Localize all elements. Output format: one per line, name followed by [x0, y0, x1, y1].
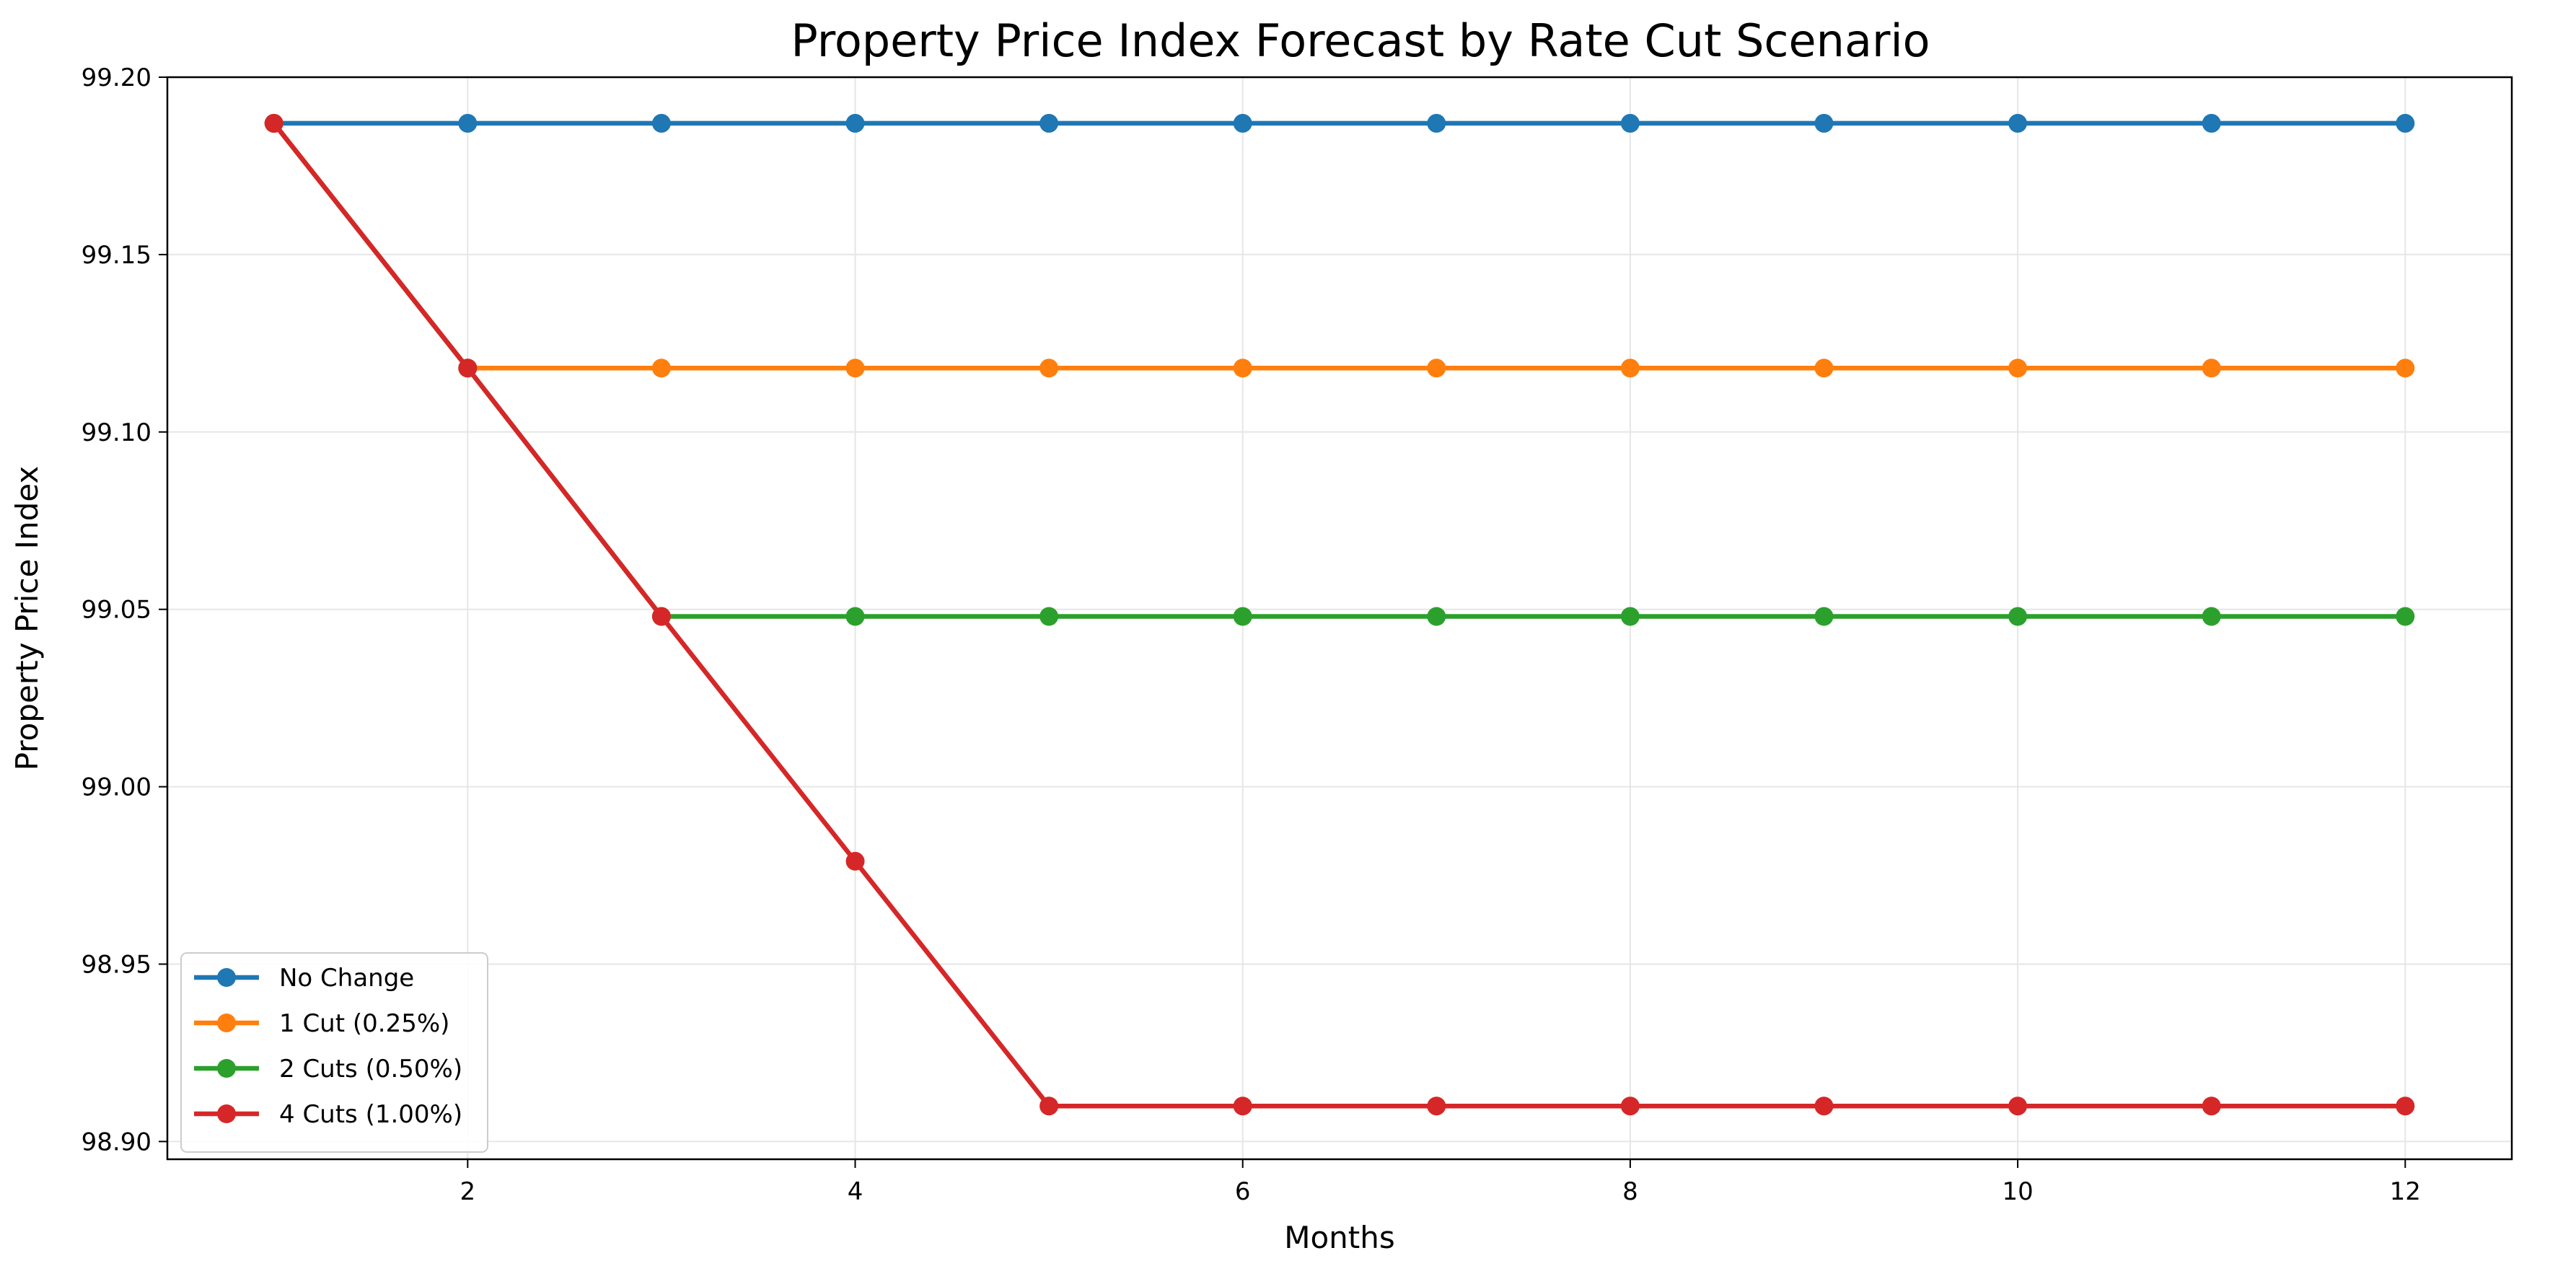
data-point: [845, 359, 865, 378]
data-point: [458, 113, 478, 133]
data-point: [2396, 607, 2415, 626]
data-point: [2396, 1096, 2415, 1116]
x-tick-label: 6: [1235, 1177, 1251, 1206]
data-point: [1427, 1096, 1446, 1116]
data-point: [2008, 359, 2028, 378]
legend-swatch-marker: [217, 1014, 236, 1032]
series-4: [264, 113, 2415, 1116]
data-point: [1039, 359, 1059, 378]
legend-swatch-marker: [217, 1059, 236, 1078]
legend-item: 1 Cut (0.25%): [194, 1009, 449, 1038]
data-point: [651, 113, 671, 133]
data-point: [1620, 1096, 1640, 1116]
series-2: [264, 113, 2415, 378]
data-point: [1233, 1096, 1252, 1116]
data-point: [651, 607, 671, 626]
legend-box: [180, 952, 488, 1153]
chart-title: Property Price Index Forecast by Rate Cu…: [791, 14, 1930, 67]
data-point: [651, 359, 671, 378]
axis-ticks: 2 4 6 8 10 12 98.90 98.95 99.00 99.05 99.10 99.15 99…: [82, 63, 2421, 1206]
y-tick-label: 99.10: [82, 418, 151, 447]
data-point: [1039, 607, 1059, 626]
y-tick-label: 99.00: [82, 773, 151, 802]
data-point: [845, 851, 865, 871]
data-point: [1233, 359, 1252, 378]
plot-area-frame: [166, 76, 2513, 1161]
legend-label: 1 Cut (0.25%): [279, 1009, 449, 1038]
data-point: [2202, 359, 2221, 378]
series-1: [264, 113, 2415, 133]
data-point: [1039, 1096, 1059, 1116]
data-point: [845, 607, 865, 626]
data-point: [2396, 113, 2415, 133]
legend: No Change 1 Cut (0.25%) 2 Cuts (0.50%) 4 Cu…: [180, 952, 488, 1153]
data-point: [1620, 359, 1640, 378]
data-point: [845, 113, 865, 133]
x-tick-label: 10: [2002, 1177, 2033, 1206]
x-tick-label: 8: [1622, 1177, 1638, 1206]
data-point: [1039, 113, 1059, 133]
legend-item: 4 Cuts (1.00%): [194, 1100, 462, 1129]
data-point: [1427, 607, 1446, 626]
y-tick-label: 98.90: [82, 1128, 151, 1156]
data-point: [1427, 359, 1446, 378]
x-tick-label: 4: [848, 1177, 863, 1206]
data-point: [2396, 359, 2415, 378]
x-tick-label: 12: [2390, 1177, 2421, 1206]
x-axis-label: Months: [1284, 1220, 1395, 1255]
data-point: [2202, 1096, 2221, 1116]
legend-label: 4 Cuts (1.00%): [279, 1100, 462, 1129]
data-point: [2008, 113, 2028, 133]
data-point: [2008, 607, 2028, 626]
legend-item: No Change: [194, 964, 414, 993]
x-tick-label: 2: [460, 1177, 476, 1206]
data-point: [2202, 607, 2221, 626]
data-point: [1814, 113, 1834, 133]
data-point: [458, 359, 478, 378]
legend-label: 2 Cuts (0.50%): [279, 1055, 462, 1084]
data-point: [1814, 1096, 1834, 1116]
series-line: [272, 121, 2406, 371]
legend-label: No Change: [279, 964, 414, 993]
data-point: [1233, 113, 1252, 133]
legend-swatch-marker: [217, 1104, 236, 1123]
data-point: [1427, 113, 1446, 133]
data-point: [2202, 113, 2221, 133]
y-tick-label: 99.20: [82, 63, 151, 92]
data-point: [1233, 607, 1252, 626]
data-point: [2008, 1096, 2028, 1116]
data-point: [1620, 607, 1640, 626]
legend-item: 2 Cuts (0.50%): [194, 1055, 462, 1084]
y-tick-label: 99.05: [82, 596, 151, 625]
y-axis-label: Property Price Index: [9, 466, 45, 771]
y-tick-label: 98.95: [82, 951, 151, 980]
series-group: [264, 113, 2415, 1116]
data-point: [264, 113, 283, 133]
data-point: [1814, 607, 1834, 626]
data-point: [1620, 113, 1640, 133]
y-tick-label: 99.15: [82, 241, 151, 270]
legend-swatch-marker: [217, 968, 236, 987]
series-line: [272, 121, 2406, 1109]
data-point: [1814, 359, 1834, 378]
